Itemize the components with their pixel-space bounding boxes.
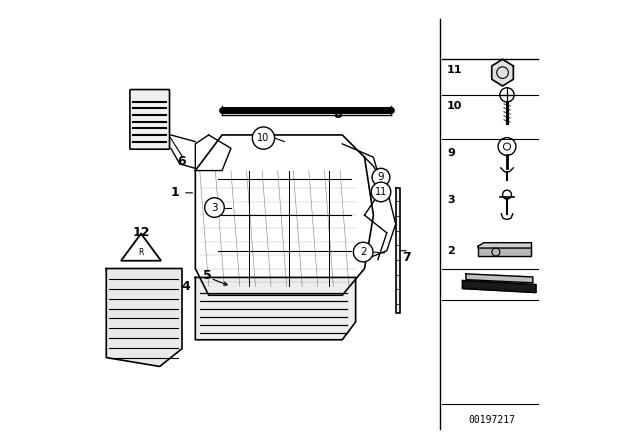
- Text: 00197217: 00197217: [468, 415, 515, 425]
- Text: 8: 8: [333, 108, 342, 121]
- Polygon shape: [106, 268, 182, 366]
- Circle shape: [252, 127, 275, 149]
- Text: 1: 1: [171, 186, 180, 199]
- Text: 6: 6: [177, 155, 186, 168]
- Polygon shape: [466, 274, 533, 283]
- Text: 2: 2: [360, 247, 367, 257]
- Text: 12: 12: [132, 226, 150, 239]
- Polygon shape: [492, 59, 513, 86]
- Text: 5: 5: [204, 269, 212, 282]
- Polygon shape: [195, 277, 356, 340]
- Text: 3: 3: [447, 194, 454, 205]
- Text: 9: 9: [447, 148, 455, 158]
- Text: 10: 10: [257, 133, 269, 143]
- Polygon shape: [478, 248, 531, 256]
- Circle shape: [372, 168, 390, 186]
- Text: 3: 3: [211, 202, 218, 212]
- Text: 9: 9: [378, 172, 384, 182]
- Text: 11: 11: [447, 65, 462, 75]
- Text: 7: 7: [403, 251, 411, 264]
- Polygon shape: [478, 243, 531, 248]
- Text: 2: 2: [447, 246, 454, 256]
- Polygon shape: [463, 280, 536, 293]
- Text: 10: 10: [447, 101, 462, 111]
- Text: 11: 11: [375, 187, 387, 197]
- Polygon shape: [396, 188, 400, 313]
- Text: R: R: [138, 249, 144, 258]
- Circle shape: [371, 182, 391, 202]
- Circle shape: [353, 242, 373, 262]
- Circle shape: [205, 198, 224, 217]
- Text: 4: 4: [181, 280, 190, 293]
- FancyBboxPatch shape: [130, 90, 170, 149]
